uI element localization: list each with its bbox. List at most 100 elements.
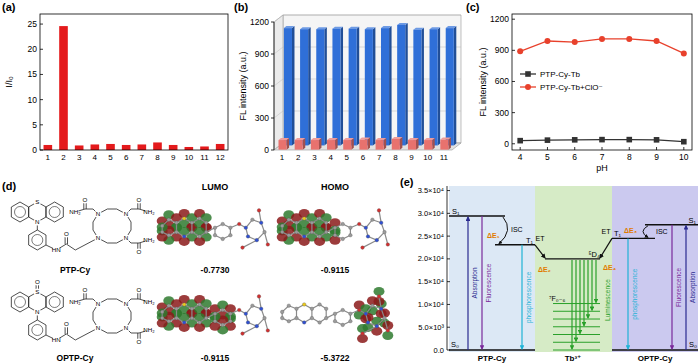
arrow <box>671 225 672 349</box>
bar <box>327 140 335 150</box>
bar-side <box>319 138 322 150</box>
gap-label: ΔE₃ <box>624 227 637 234</box>
skeleton-atom <box>361 246 365 250</box>
transfer-label: ET <box>602 228 612 235</box>
bar <box>392 139 400 150</box>
x-tick-label: 12 <box>216 153 225 162</box>
x-tick-label: 10 <box>423 153 432 162</box>
x-tick-label: 4 <box>518 152 523 162</box>
x-tick-label: 9 <box>171 153 176 162</box>
figure: (a)0510152025123456789101112I/I₀(b)03006… <box>0 0 700 364</box>
skeleton-atom <box>167 319 171 323</box>
skeleton-atom <box>302 217 306 221</box>
x-tick-label: 6 <box>361 153 366 162</box>
y-tick <box>40 124 43 125</box>
skeleton-atom <box>280 316 284 320</box>
skeleton-atom <box>287 233 291 237</box>
column-name: Tb³⁺ <box>565 354 582 363</box>
bar-side <box>448 138 451 150</box>
gap-label: ΔE₄ <box>603 264 616 271</box>
skeleton-atom <box>175 221 179 225</box>
marker <box>525 71 531 77</box>
skeleton-atom <box>190 307 194 311</box>
bar <box>424 140 432 150</box>
y-tick <box>512 143 515 144</box>
skeleton-atom <box>263 230 267 234</box>
skeleton-bond <box>243 326 257 333</box>
skeleton-atom <box>190 221 194 225</box>
orbital-picture <box>157 295 270 336</box>
skeleton-atom <box>160 310 164 314</box>
y-tick-label: 0 <box>32 145 37 155</box>
atom-label: NH₂ <box>143 298 155 305</box>
x-tick-label: 7 <box>377 153 382 162</box>
bar-top <box>300 27 311 29</box>
skeleton-atom <box>280 230 284 234</box>
skeleton-atom <box>246 235 250 239</box>
bar-top <box>430 27 441 29</box>
level-label: ⁵D₄ <box>588 250 600 259</box>
y-tick <box>447 258 450 259</box>
bar <box>440 140 448 150</box>
bar-side <box>389 26 392 145</box>
y-tick <box>40 49 43 50</box>
skeleton-atom <box>302 303 306 307</box>
marker <box>681 50 687 56</box>
gap-label: ΔE₁ <box>487 232 500 239</box>
atom-label: N <box>96 234 100 241</box>
atom-label: O <box>64 320 69 327</box>
orbital-picture <box>277 209 390 250</box>
marker <box>681 139 687 145</box>
skeleton-atom <box>237 222 241 226</box>
level-label: S₀ <box>689 340 697 349</box>
bar <box>295 140 303 150</box>
skeleton-atom <box>198 303 202 307</box>
bar-top <box>397 23 408 25</box>
transition-label: Fluorescence <box>485 263 492 302</box>
skeleton-atom <box>213 319 217 323</box>
bar <box>91 144 100 150</box>
bar <box>75 145 84 150</box>
x-tick-label: 10 <box>184 153 193 162</box>
marker <box>545 137 551 143</box>
skeleton-atom <box>295 221 299 225</box>
atom-background <box>135 196 142 203</box>
skeleton-atom <box>213 312 217 316</box>
y-tick-label: 5 <box>32 120 37 130</box>
atom-background <box>53 246 60 253</box>
bar-side <box>308 27 311 145</box>
bars <box>278 23 456 150</box>
skeleton-atom <box>167 218 171 222</box>
aromatic-ring <box>32 325 43 336</box>
column-name: PTP-Cy <box>478 354 507 363</box>
atom-background <box>135 286 142 293</box>
x-tick-label: 11 <box>200 153 209 162</box>
bar <box>408 140 416 150</box>
arrow <box>535 245 545 258</box>
y-tick <box>40 150 43 151</box>
y-tick-label: 900 <box>495 45 509 55</box>
y-tick <box>271 54 274 55</box>
bar-top <box>446 26 457 28</box>
atom-label: N <box>96 324 100 331</box>
marker <box>599 137 605 143</box>
y-tick <box>512 81 515 82</box>
x-tick-label: 8 <box>627 152 632 162</box>
skeleton-atom <box>333 226 337 230</box>
bond <box>66 244 75 250</box>
panel-c: (c)4567891003006009001200pHFL intensity … <box>466 1 692 173</box>
y-axis-label: FL intensity (a.u.) <box>238 51 248 120</box>
atom-label: N <box>35 308 39 315</box>
energy-level <box>449 349 535 350</box>
bar <box>413 30 421 146</box>
skeleton-atom <box>255 238 259 242</box>
skeleton-atom <box>310 307 314 311</box>
atom-label: NH₂ <box>69 298 81 305</box>
bar-side <box>405 23 408 146</box>
bar-side <box>416 138 419 150</box>
atom-label: N <box>96 300 100 307</box>
bar-top <box>424 138 435 140</box>
isc-arrow <box>643 226 648 238</box>
skeleton-atom <box>377 209 381 213</box>
ground-level <box>553 311 600 312</box>
